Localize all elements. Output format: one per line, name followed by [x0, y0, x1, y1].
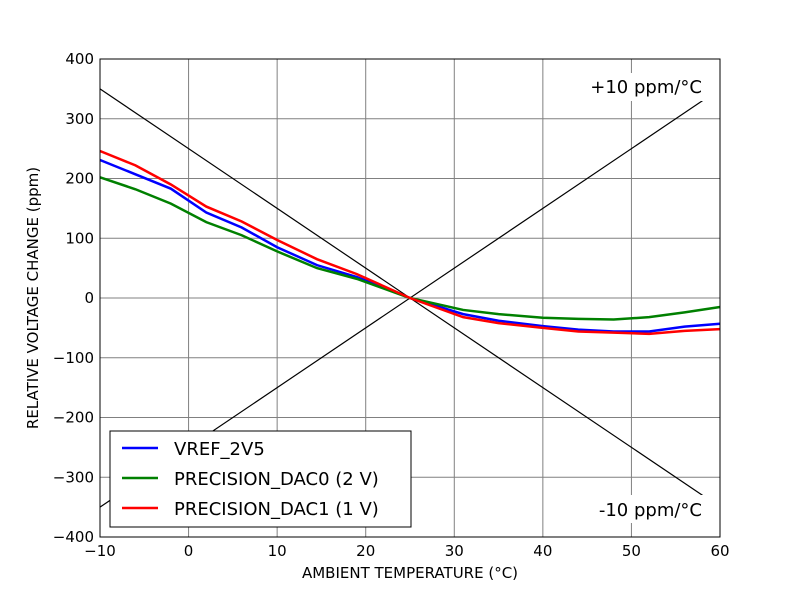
- x-tick-label: 10: [268, 542, 287, 560]
- y-tick-label: 400: [65, 50, 94, 68]
- x-tick-label: 30: [445, 542, 464, 560]
- series-line: [99, 149, 721, 336]
- legend-label: PRECISION_DAC0 (2 V): [174, 469, 379, 490]
- legend-label: VREF_2V5: [174, 439, 265, 460]
- x-axis-label: AMBIENT TEMPERATURE (°C): [302, 564, 518, 582]
- reference-line-label: +10 ppm/°C: [590, 77, 702, 98]
- ticks: −10 0 10 20 30 40 50 60−400−300−200−10001002003…: [53, 50, 730, 560]
- x-tick-label: 60: [710, 542, 729, 560]
- y-tick-label: 300: [65, 110, 94, 128]
- x-tick-label: 50: [622, 542, 641, 560]
- reference-line-label: -10 ppm/°C: [599, 500, 702, 521]
- reference-label-box: [572, 73, 722, 101]
- series-lines: [99, 149, 721, 336]
- y-tick-label: −200: [53, 409, 94, 427]
- x-tick-label: −10: [84, 542, 116, 560]
- y-tick-label: 0: [84, 289, 94, 307]
- y-tick-label: −100: [53, 349, 94, 367]
- y-axis-label: RELATIVE VOLTAGE CHANGE (ppm): [24, 167, 42, 429]
- y-tick-label: 200: [65, 170, 94, 188]
- y-tick-label: 100: [65, 229, 94, 247]
- reference-label-box: [572, 495, 722, 523]
- legend-box: [109, 430, 412, 528]
- x-tick-label: 40: [533, 542, 552, 560]
- x-tick-label: 0: [184, 542, 194, 560]
- reference-lines: +10 ppm/°C -10 ppm/°C: [99, 73, 722, 523]
- y-tick-label: −400: [53, 528, 94, 546]
- legend: VREF_2V5 PRECISION_DAC0 (2 V) PRECISION_DA…: [109, 430, 412, 528]
- series-line: [99, 158, 721, 333]
- plot-frame: [99, 58, 721, 538]
- x-tick-label: 20: [356, 542, 375, 560]
- legend-label: PRECISION_DAC1 (1 V): [174, 499, 379, 520]
- y-tick-label: −300: [53, 468, 94, 486]
